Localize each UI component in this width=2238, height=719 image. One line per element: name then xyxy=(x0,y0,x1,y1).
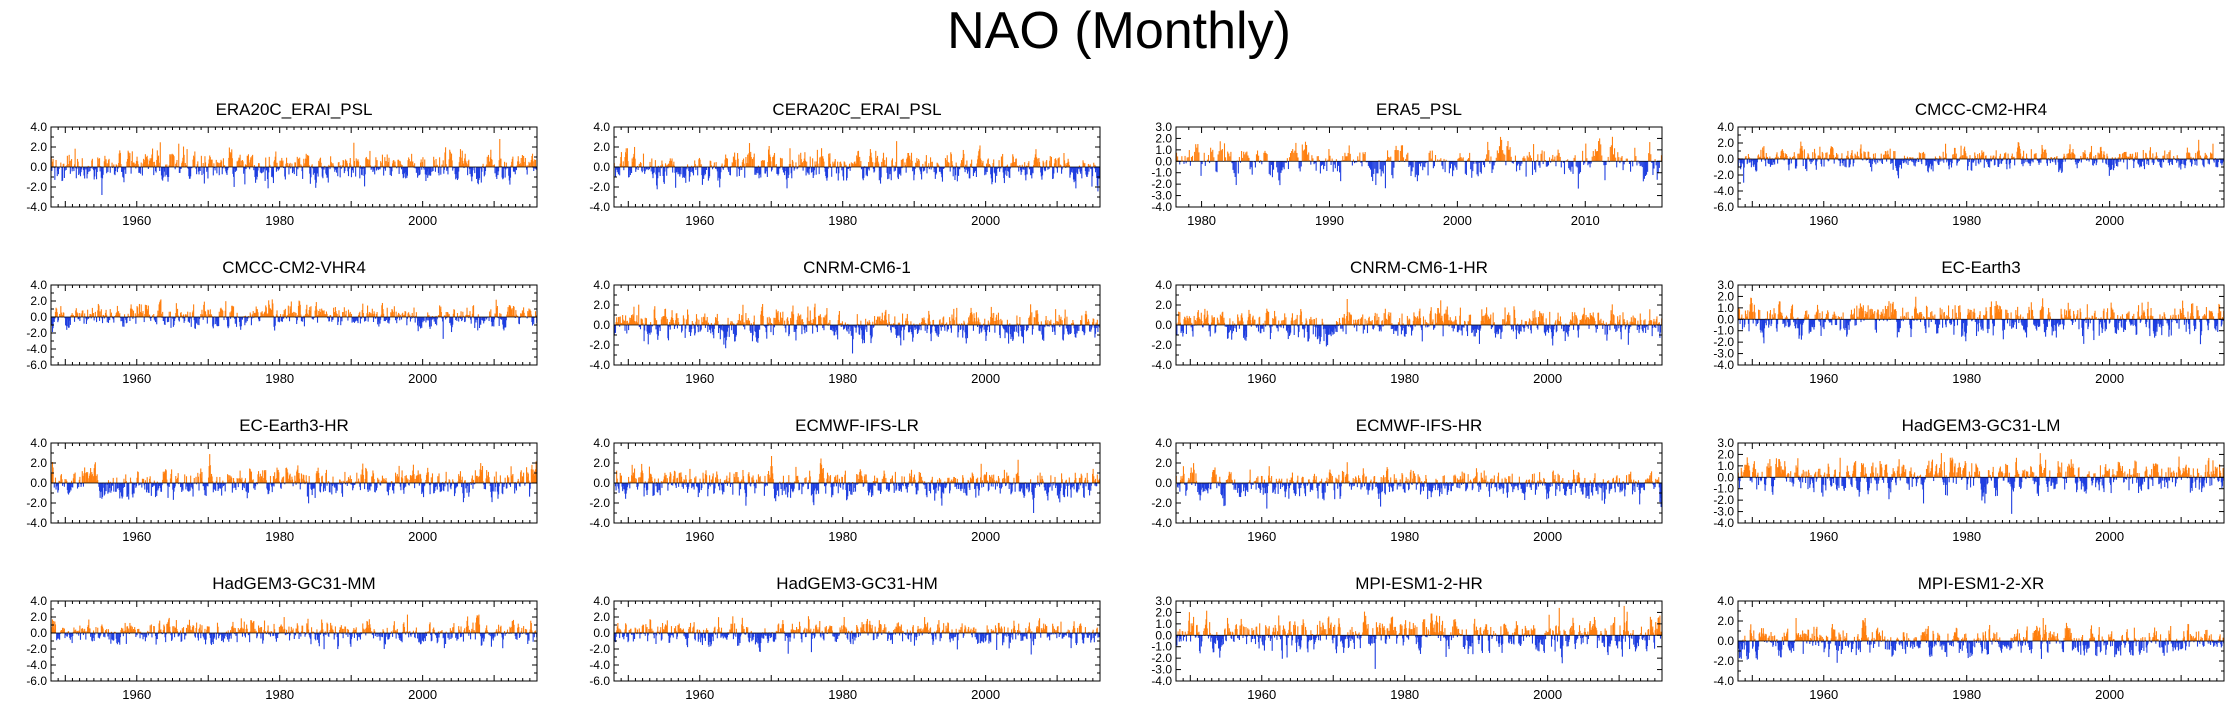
nao-bars xyxy=(1737,139,2225,183)
y-tick-label: 4.0 xyxy=(30,278,47,292)
y-tick-label: 0.0 xyxy=(30,310,47,324)
y-tick-label: 4.0 xyxy=(1717,120,1734,134)
x-tick-label: 1980 xyxy=(1952,213,1981,228)
panel-title: MPI-ESM1-2-XR xyxy=(1917,574,2045,593)
panel-title: ERA5_PSL xyxy=(1376,100,1462,119)
panel-title: EC-Earth3 xyxy=(1941,258,2021,277)
x-tick-label: 2000 xyxy=(2095,213,2124,228)
y-tick-label: -2.0 xyxy=(1713,168,1734,182)
nao-bars xyxy=(613,141,1101,192)
x-tick-label: 2000 xyxy=(1443,213,1472,228)
x-tick-label: 1980 xyxy=(265,371,294,386)
x-tick-label: 1960 xyxy=(122,371,151,386)
panel-title: CMCC-CM2-VHR4 xyxy=(222,258,366,277)
y-tick-label: -4.0 xyxy=(589,200,610,214)
x-tick-label: 2000 xyxy=(408,371,437,386)
y-tick-label: -4.0 xyxy=(1151,200,1172,214)
y-tick-label: 0.0 xyxy=(1717,152,1734,166)
x-tick-label: 1990 xyxy=(1315,213,1344,228)
y-tick-label: -2.0 xyxy=(26,326,47,340)
x-tick-label: 2000 xyxy=(971,213,1000,228)
panel: -6.0 -4.0 -2.0 0.0 2.0 4.0 1960 1980 2000 xyxy=(1713,120,2225,228)
y-tick-label: -6.0 xyxy=(26,358,47,372)
nao-bars xyxy=(613,303,1101,354)
y-tick-label: 2.0 xyxy=(1717,136,1734,150)
x-tick-label: 1960 xyxy=(1809,213,1838,228)
panel: -4.0 -2.0 0.0 2.0 4.0 1960 1980 2000 xyxy=(26,120,538,228)
panel-title: EC-Earth3-HR xyxy=(239,416,349,435)
y-tick-label: -2.0 xyxy=(589,180,610,194)
y-tick-label: 2.0 xyxy=(593,140,610,154)
panel: -4.0-3.0-2.0-1.00.01.02.03.0 1980 1990 2000… xyxy=(1151,120,1663,228)
x-tick-label: 1960 xyxy=(685,213,714,228)
y-tick-label: 2.0 xyxy=(30,294,47,308)
nao-bars xyxy=(50,299,538,339)
panel: -6.0 -4.0 -2.0 0.0 2.0 4.0 1960 1980 2000 xyxy=(26,278,538,386)
y-tick-label: -1.0 xyxy=(1151,166,1172,180)
panel-title: CMCC-CM2-HR4 xyxy=(1914,100,2048,119)
x-tick-label: 1980 xyxy=(265,213,294,228)
panel-title: HadGEM3-GC31-MM xyxy=(212,574,376,593)
panel-title: CNRM-CM6-1 xyxy=(803,258,911,277)
y-tick-label: -2.0 xyxy=(1151,177,1172,191)
nao-bars xyxy=(1175,136,1663,189)
y-tick-label: 4.0 xyxy=(593,120,610,134)
y-tick-label: -6.0 xyxy=(1713,200,1734,214)
panel-title: HadGEM3-GC31-LM xyxy=(1901,416,2061,435)
panel-title: CERA20C_ERAI_PSL xyxy=(772,100,942,119)
panel-title: ECMWF-IFS-LR xyxy=(795,416,919,435)
panel-title: CNRM-CM6-1-HR xyxy=(1350,258,1488,277)
panel-title: MPI-ESM1-2-HR xyxy=(1355,574,1483,593)
y-tick-label: -2.0 xyxy=(26,180,47,194)
panel-title: HadGEM3-GC31-HM xyxy=(776,574,938,593)
y-tick-label: 2.0 xyxy=(30,140,47,154)
x-tick-label: 2000 xyxy=(408,213,437,228)
panel: -4.0 -2.0 0.0 2.0 4.0 1960 1980 2000 xyxy=(589,120,1101,228)
y-tick-label: 1.0 xyxy=(1155,143,1172,157)
panel-title: ECMWF-IFS-HR xyxy=(1355,416,1483,435)
y-tick-label: 0.0 xyxy=(30,160,47,174)
x-tick-label: 1980 xyxy=(1187,213,1216,228)
y-tick-label: 2.0 xyxy=(1155,131,1172,145)
y-tick-label: 0.0 xyxy=(1155,154,1172,168)
x-tick-label: 2010 xyxy=(1571,213,1600,228)
x-tick-label: 1980 xyxy=(828,213,857,228)
y-tick-label: -3.0 xyxy=(1151,189,1172,203)
y-tick-label: -4.0 xyxy=(26,200,47,214)
figure-title: NAO (Monthly) xyxy=(947,2,1291,60)
y-tick-label: 3.0 xyxy=(1155,120,1172,134)
y-tick-label: 0.0 xyxy=(593,160,610,174)
panel-title: ERA20C_ERAI_PSL xyxy=(215,100,373,119)
y-tick-label: -4.0 xyxy=(1713,184,1734,198)
plot-frame xyxy=(1737,126,2225,208)
y-tick-label: -4.0 xyxy=(26,342,47,356)
x-tick-label: 1960 xyxy=(122,213,151,228)
y-tick-label: 4.0 xyxy=(30,120,47,134)
